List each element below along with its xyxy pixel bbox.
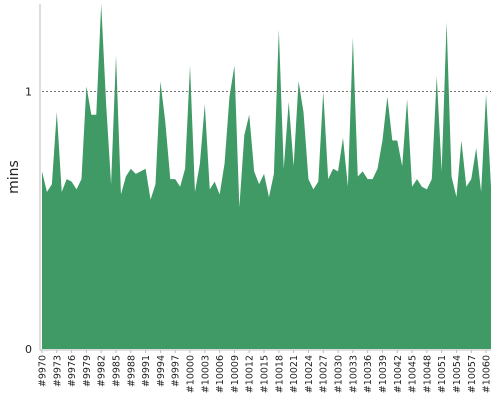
x-tick-label: #10057 — [467, 355, 478, 393]
x-tick-label: #10054 — [452, 355, 463, 393]
x-tick-label: #10003 — [200, 355, 211, 393]
x-tick-label: #10012 — [245, 355, 256, 393]
x-tick-label: #10024 — [304, 355, 315, 393]
x-tick-label: #9997 — [171, 355, 182, 387]
plot-area: 0 1 #9970 #9973 #9976 #9979 #9982 #9985 #9988 #99… — [25, 4, 493, 393]
y-axis-label: mins — [6, 160, 22, 194]
x-tick-label: #10051 — [437, 355, 448, 393]
x-tick-label: #10039 — [378, 355, 389, 393]
x-tick-label: #10060 — [482, 355, 493, 393]
x-tick-label: #9979 — [82, 355, 93, 387]
x-tick-label: #10033 — [348, 355, 359, 393]
x-tick-label: #9976 — [67, 355, 78, 387]
area-series — [42, 4, 491, 349]
x-tick-label: #9994 — [156, 355, 167, 387]
y-tick-label: 0 — [25, 343, 32, 356]
x-tick-label: #10015 — [260, 355, 271, 393]
x-tick-label: #9982 — [97, 355, 108, 387]
x-tick-label: #10030 — [334, 355, 345, 393]
x-tick-label: #10027 — [319, 355, 330, 393]
x-tick-label: #10018 — [274, 355, 285, 393]
x-tick-label: #9970 — [38, 355, 49, 387]
x-tick-label: #10048 — [422, 355, 433, 393]
x-tick-label: #10045 — [408, 355, 419, 393]
x-tick-label: #10036 — [363, 355, 374, 393]
y-tick-label: 1 — [25, 86, 32, 99]
x-tick-label: #9991 — [141, 355, 152, 387]
x-tick-label: #10021 — [289, 355, 300, 393]
x-tick-label: #10006 — [215, 355, 226, 393]
x-tick-label: #10000 — [186, 355, 197, 393]
x-tick-label: #9988 — [126, 355, 137, 387]
x-tick-label: #9985 — [112, 355, 123, 387]
x-tick-label: #9973 — [52, 355, 63, 387]
x-tick-label: #10009 — [230, 355, 241, 393]
x-tick-label: #10042 — [393, 355, 404, 393]
